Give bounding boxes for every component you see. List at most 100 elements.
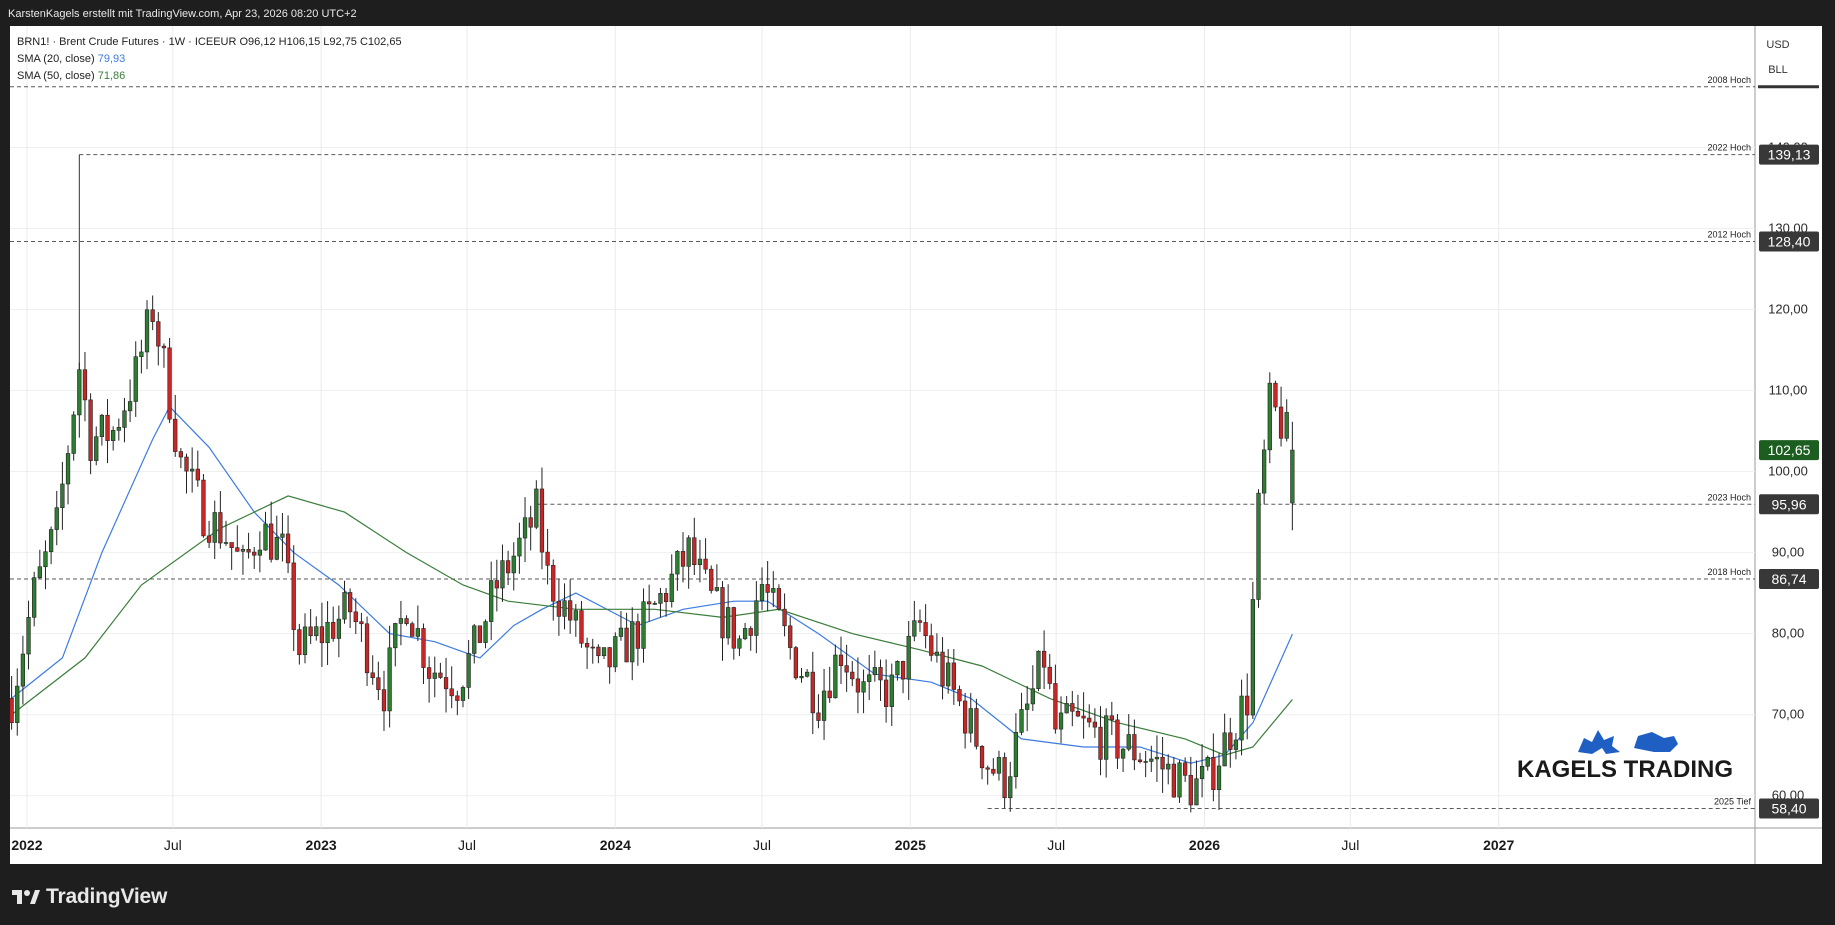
candle bbox=[737, 635, 742, 657]
candle bbox=[810, 651, 815, 735]
candle bbox=[472, 623, 477, 664]
tradingview-icon bbox=[12, 890, 40, 904]
candle bbox=[387, 625, 392, 728]
candle bbox=[364, 616, 370, 686]
candle-body bbox=[742, 628, 748, 640]
candle bbox=[1222, 713, 1227, 767]
candle bbox=[139, 339, 144, 374]
candle-body bbox=[957, 689, 962, 702]
candle-body bbox=[985, 767, 990, 770]
candle-body bbox=[709, 568, 714, 591]
candle bbox=[144, 300, 150, 370]
candle bbox=[635, 613, 641, 666]
candle bbox=[246, 532, 251, 559]
candle bbox=[398, 600, 404, 646]
candle-body bbox=[946, 662, 951, 687]
candle bbox=[184, 453, 189, 494]
candle-body bbox=[9, 698, 14, 723]
candle-body bbox=[370, 672, 375, 679]
candle-body bbox=[1081, 715, 1086, 719]
candle-body bbox=[302, 626, 308, 656]
candle bbox=[201, 474, 206, 538]
candle-body bbox=[833, 654, 838, 699]
candle-body bbox=[951, 662, 956, 690]
candle bbox=[156, 312, 161, 366]
candle-body bbox=[54, 507, 59, 530]
x-tick-label: Jul bbox=[1047, 837, 1065, 853]
candle bbox=[443, 657, 449, 713]
candle-body bbox=[336, 618, 341, 639]
candle bbox=[596, 644, 601, 664]
candle bbox=[985, 765, 990, 785]
candle bbox=[923, 604, 928, 649]
candle bbox=[624, 612, 629, 663]
candle bbox=[1290, 421, 1295, 531]
candle bbox=[122, 397, 127, 443]
candle bbox=[607, 647, 612, 684]
candle bbox=[1047, 653, 1052, 690]
candle bbox=[54, 490, 59, 546]
candle-body bbox=[60, 483, 65, 508]
candle-body bbox=[889, 674, 894, 707]
sma50-value: 71,86 bbox=[98, 70, 126, 82]
candle-body bbox=[776, 588, 782, 610]
x-tick-label: Jul bbox=[164, 837, 182, 853]
x-tick-label: Jul bbox=[458, 837, 476, 853]
candle-body bbox=[692, 537, 697, 565]
candle bbox=[917, 609, 923, 632]
tradingview-logo[interactable]: TradingView bbox=[12, 885, 167, 909]
candle bbox=[697, 539, 703, 583]
candle bbox=[590, 638, 595, 664]
candle-body bbox=[1149, 758, 1154, 762]
candle-body bbox=[799, 676, 804, 679]
candle-body bbox=[703, 558, 708, 570]
level-name: 2025 Tief bbox=[1714, 797, 1752, 807]
candle-body bbox=[652, 603, 657, 605]
y-tick-label: 120,00 bbox=[1768, 302, 1808, 317]
y-tick-label: 100,00 bbox=[1768, 464, 1808, 479]
candle-body bbox=[573, 610, 578, 621]
candle bbox=[522, 497, 528, 563]
candle bbox=[297, 623, 302, 665]
candle-body bbox=[974, 708, 979, 747]
candle-body bbox=[398, 618, 404, 624]
candle-body bbox=[1194, 778, 1199, 806]
candle-body bbox=[556, 600, 562, 617]
candle-body bbox=[996, 757, 1002, 774]
candle bbox=[726, 584, 731, 645]
candle bbox=[477, 625, 483, 643]
candle-body bbox=[900, 661, 906, 680]
candle-body bbox=[1002, 757, 1007, 799]
candle-body bbox=[759, 584, 765, 602]
candle bbox=[1262, 439, 1267, 505]
level-name: 2018 Hoch bbox=[1707, 567, 1751, 577]
candle-body bbox=[477, 625, 483, 643]
candle-body bbox=[1126, 734, 1131, 750]
candle-body bbox=[82, 369, 88, 401]
candle-body bbox=[77, 369, 82, 416]
candle bbox=[641, 588, 646, 663]
candle-body bbox=[731, 607, 736, 649]
candle bbox=[1177, 760, 1182, 803]
level-badge-text: 86,74 bbox=[1771, 571, 1806, 587]
x-tick-label: 2025 bbox=[895, 837, 926, 853]
candle-body bbox=[1008, 776, 1013, 799]
candle bbox=[432, 656, 437, 698]
candle-body bbox=[816, 712, 821, 721]
candle bbox=[759, 567, 765, 611]
candle-body bbox=[838, 654, 844, 666]
candle-body bbox=[263, 523, 268, 551]
candle bbox=[1233, 733, 1239, 760]
candle-body bbox=[821, 690, 827, 721]
candle bbox=[455, 690, 460, 716]
candle bbox=[731, 606, 736, 660]
candle-body bbox=[1160, 756, 1165, 770]
candle-body bbox=[297, 629, 302, 656]
candle bbox=[376, 661, 381, 701]
candle bbox=[821, 668, 827, 740]
candle-body bbox=[675, 551, 680, 575]
candle bbox=[1013, 713, 1019, 789]
last-price-text: 102,65 bbox=[1768, 442, 1811, 458]
candle bbox=[223, 520, 229, 546]
